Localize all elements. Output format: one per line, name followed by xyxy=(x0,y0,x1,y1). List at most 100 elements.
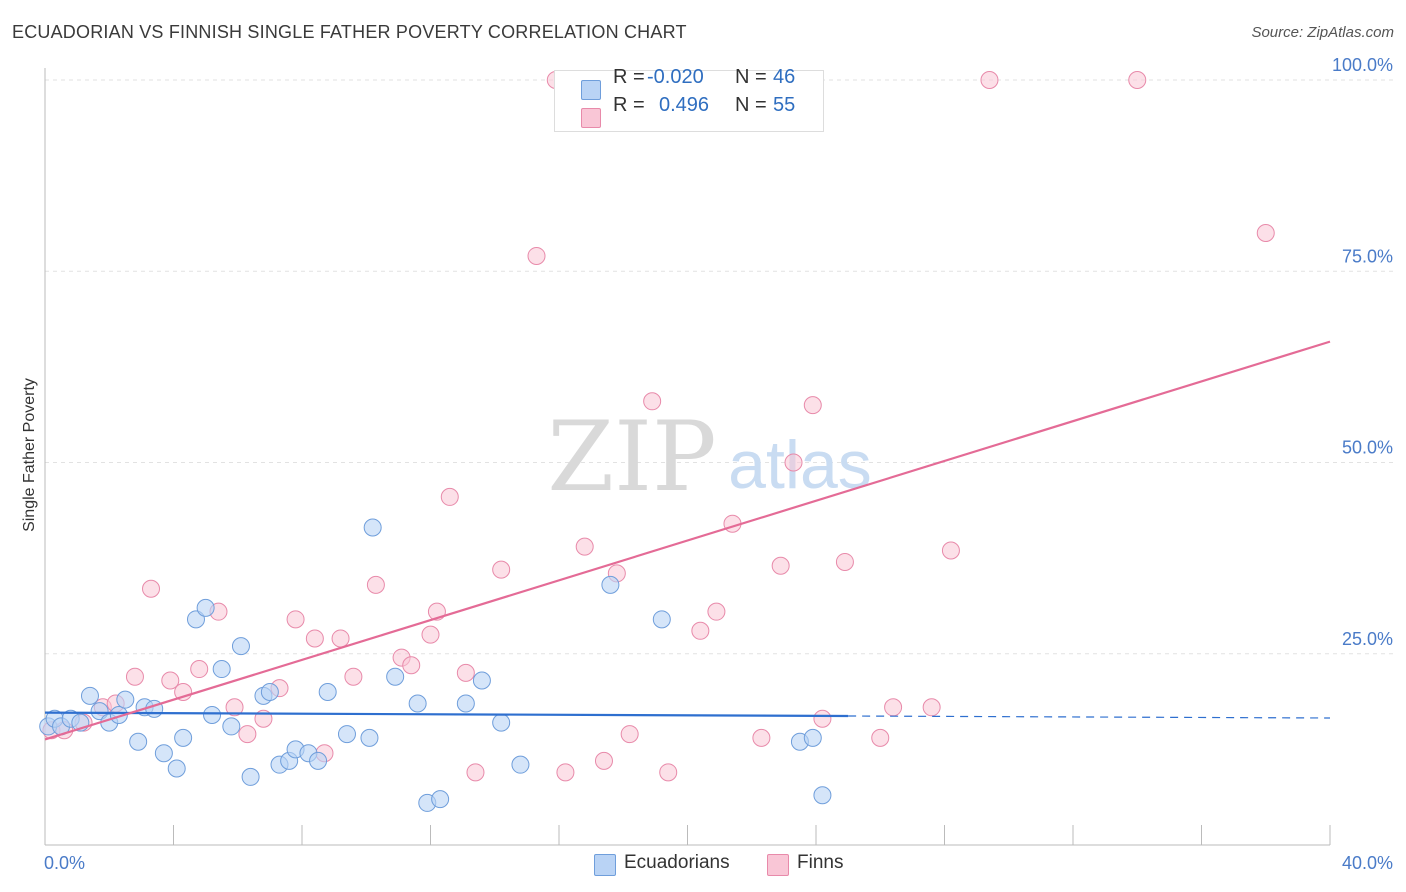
r-label: R = xyxy=(613,93,645,116)
ecuadorians-point xyxy=(241,767,260,786)
watermark-zip: ZIP xyxy=(547,401,716,513)
ecuadorians-point xyxy=(456,694,475,713)
finns-point xyxy=(527,246,546,265)
finns-point xyxy=(659,763,678,782)
finns-point xyxy=(922,698,941,717)
ecuadorians-point xyxy=(318,683,337,701)
r-label: R = xyxy=(613,65,645,88)
ecuadorians-point xyxy=(203,705,222,724)
ecuadorians-point xyxy=(231,637,250,656)
y-axis-label: Single Father Poverty xyxy=(21,378,38,532)
chart-title: ECUADORIAN VS FINNISH SINGLE FATHER POVE… xyxy=(12,22,687,42)
finns-point xyxy=(643,392,662,411)
ecuadorians-point xyxy=(601,575,620,594)
finns-point xyxy=(142,579,161,598)
n-label: N = xyxy=(735,65,767,88)
axes xyxy=(44,68,1331,846)
finns-point xyxy=(190,660,209,679)
ecuadorians-point xyxy=(260,683,279,701)
finns-point xyxy=(225,698,244,717)
finns-point xyxy=(305,629,324,648)
ecuadorians-point xyxy=(167,759,186,778)
finns-point xyxy=(421,625,440,644)
finns-swatch xyxy=(581,108,601,128)
ecuadorians-point xyxy=(511,755,530,774)
finns-point xyxy=(884,698,903,717)
finns-point xyxy=(440,487,459,506)
watermark: ZIP atlas xyxy=(547,401,871,513)
finns-point xyxy=(556,763,575,782)
finns-point xyxy=(125,667,144,686)
ecuadorians-point xyxy=(408,694,427,713)
n-value: 55 xyxy=(773,93,796,116)
ecuadorians-point xyxy=(386,667,405,686)
finns-legend-label: Finns xyxy=(797,852,844,873)
finns-point xyxy=(691,621,710,640)
finns-point xyxy=(575,537,594,556)
trend-lines xyxy=(44,340,1331,741)
ecuadorians-point xyxy=(652,610,671,629)
source-label: Source: ZipAtlas.com xyxy=(1251,24,1394,41)
y-tick-label: 100.0% xyxy=(1332,55,1393,75)
finns-point xyxy=(871,728,890,747)
finns-point xyxy=(707,602,726,621)
finns-point xyxy=(835,552,854,571)
r-value: -0.020 xyxy=(647,65,704,88)
ecuadorians-point xyxy=(90,702,109,721)
finns-point xyxy=(813,709,832,728)
ecuadorians-legend-swatch xyxy=(594,854,616,876)
ecuadorians-point xyxy=(337,725,356,744)
ecuadorians-point xyxy=(80,686,99,705)
finns-point xyxy=(620,725,639,744)
finns-point xyxy=(803,396,822,415)
finns-point xyxy=(752,728,771,747)
ecuadorians-point xyxy=(212,660,231,679)
finns-point xyxy=(492,560,511,579)
ecuadorians-point xyxy=(431,790,450,809)
finns-point xyxy=(771,556,790,575)
finns-point xyxy=(238,725,257,744)
r-value: 0.496 xyxy=(659,93,710,116)
ecuadorians-point xyxy=(813,786,832,805)
finns-point xyxy=(366,575,385,594)
y-tick-label: 50.0% xyxy=(1342,438,1393,458)
y-tick-label: 25.0% xyxy=(1342,629,1393,649)
n-label: N = xyxy=(735,93,767,116)
tick-labels: 25.0% 50.0% 75.0% 100.0% 0.0% 40.0% xyxy=(44,55,1393,873)
ecuadorians-point xyxy=(154,744,173,763)
ecuadorians-point xyxy=(222,717,241,736)
finns-point xyxy=(456,663,475,682)
ecuadorians-swatch xyxy=(581,80,601,100)
ecuadorians-point xyxy=(174,728,193,747)
ecuadorians-legend-label: Ecuadorians xyxy=(624,852,730,873)
finns-point xyxy=(344,667,363,686)
finns-point xyxy=(980,71,999,89)
ecuadorians-trend-extension xyxy=(848,715,1331,719)
ecuadorians-point xyxy=(492,713,511,732)
y-tick-label: 75.0% xyxy=(1342,246,1393,266)
ecuadorians-point xyxy=(129,732,148,751)
ecuadorians-trend-line xyxy=(44,711,849,718)
finns-point xyxy=(402,656,421,675)
ecuadorians-point xyxy=(360,728,379,747)
finns-point xyxy=(1256,224,1275,242)
finns-point xyxy=(594,751,613,770)
x-tick-label: 0.0% xyxy=(44,853,85,873)
ecuadorians-point xyxy=(472,671,491,690)
ecuadorians-point xyxy=(363,518,382,537)
ecuadorians-point xyxy=(803,728,822,747)
finns-point xyxy=(286,610,305,629)
ecuadorians-point xyxy=(116,690,135,709)
finns-point xyxy=(161,671,180,690)
ecuadorians-point xyxy=(196,598,215,617)
ecuadorians-point xyxy=(309,751,328,770)
finns-point xyxy=(331,629,350,648)
finns-trend-line xyxy=(44,340,1331,741)
series-ecuadorians xyxy=(39,518,832,812)
finns-point xyxy=(784,453,803,472)
ecuadorians-point xyxy=(186,610,205,629)
finns-point xyxy=(941,541,960,560)
finns-legend-swatch xyxy=(767,854,789,876)
grid-lines xyxy=(45,79,1395,655)
